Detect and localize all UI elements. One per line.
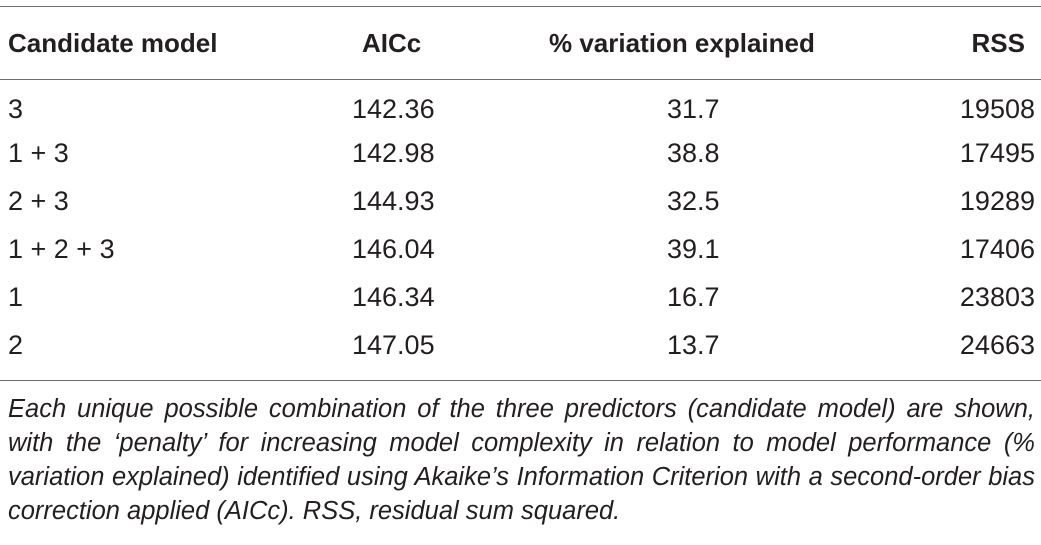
cell-model: 2 — [8, 329, 24, 360]
cell-aicc: 142.36 — [352, 93, 435, 124]
header-variation-explained: % variation explained — [549, 27, 815, 58]
cell-variation: 13.7 — [667, 329, 720, 360]
cell-variation: 16.7 — [667, 281, 720, 312]
model-comparison-table: Candidate model AICc % variation explain… — [0, 7, 1041, 369]
table-row: 2 147.05 13.7 24663 — [0, 321, 1041, 369]
cell-rss: 19289 — [959, 185, 1035, 216]
cell-rss: 23803 — [959, 281, 1035, 312]
cell-rss: 24663 — [959, 329, 1035, 360]
table-top-rule — [0, 6, 1041, 7]
cell-model: 1 — [8, 281, 24, 312]
table-header-row: Candidate model AICc % variation explain… — [0, 7, 1041, 79]
header-aicc: AICc — [362, 27, 422, 58]
cell-aicc: 147.05 — [352, 329, 435, 360]
cell-variation: 31.7 — [667, 93, 720, 124]
cell-aicc: 146.34 — [352, 281, 435, 312]
header-rss: RSS — [971, 27, 1025, 58]
cell-rss: 17406 — [959, 233, 1035, 264]
table-caption: Each unique possible combination of the … — [8, 395, 1035, 525]
cell-variation: 39.1 — [667, 233, 720, 264]
cell-rss: 17495 — [959, 137, 1035, 168]
cell-model: 1 + 3 — [8, 137, 69, 168]
table-header-rule — [0, 79, 1041, 80]
cell-variation: 32.5 — [667, 185, 720, 216]
table-row: 2 + 3 144.93 32.5 19289 — [0, 177, 1041, 225]
cell-model: 3 — [8, 93, 24, 124]
cell-aicc: 144.93 — [352, 185, 435, 216]
cell-variation: 38.8 — [667, 137, 720, 168]
cell-aicc: 142.98 — [352, 137, 435, 168]
cell-model: 1 + 2 + 3 — [8, 233, 115, 264]
table-row: 1 + 3 142.98 38.8 17495 — [0, 129, 1041, 177]
cell-rss: 19508 — [959, 93, 1035, 124]
table-row: 3 142.36 31.7 19508 — [0, 79, 1041, 129]
cell-model: 2 + 3 — [8, 185, 69, 216]
header-candidate-model: Candidate model — [8, 27, 218, 58]
cell-aicc: 146.04 — [352, 233, 435, 264]
table-row: 1 146.34 16.7 23803 — [0, 273, 1041, 321]
table-row: 1 + 2 + 3 146.04 39.1 17406 — [0, 225, 1041, 273]
table-bottom-rule — [0, 380, 1041, 381]
